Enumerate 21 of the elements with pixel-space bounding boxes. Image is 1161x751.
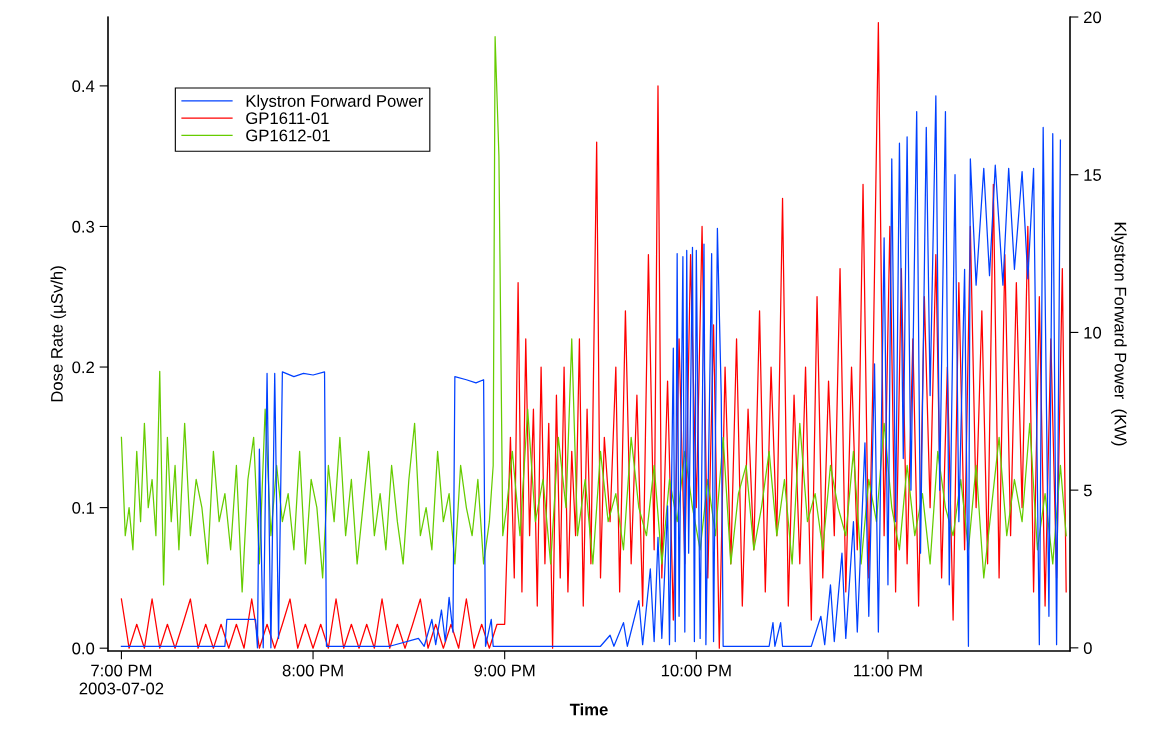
x-tick-label: 10:00 PM	[661, 664, 731, 677]
legend-label: Klystron Forward Power	[246, 94, 423, 111]
y-tick-label: 0.3	[72, 220, 95, 233]
y-tick-label: 0.1	[72, 502, 94, 514]
y2-tick-label: 20	[1084, 11, 1102, 24]
legend-label: GP1612-01	[246, 129, 330, 142]
x-tick-label: 8:00 PM	[282, 664, 343, 677]
y-tick-label: 0.4	[72, 80, 95, 93]
y2-tick-label: 10	[1084, 326, 1102, 339]
legend-label: GP1611-01	[246, 112, 329, 125]
y2-tick-label: 5	[1083, 484, 1092, 497]
x-tick-label: 7:00 PM 2003-07-02	[79, 664, 164, 695]
y-axis-title: Dose Rate (µSv/h)	[50, 266, 67, 402]
x-tick-label: 11:00 PM	[854, 664, 922, 677]
y-tick-label: 0.2	[72, 361, 94, 374]
x-tick-label: 9:00 PM	[474, 664, 535, 677]
y-tick-label: 0.0	[72, 642, 95, 655]
y2-axis-title: Klystron Forward Power (KW)	[1111, 222, 1127, 446]
x-axis-title: Time	[569, 703, 608, 716]
y2-tick-label: 15	[1084, 169, 1102, 181]
y2-tick-label: 0	[1083, 642, 1092, 655]
